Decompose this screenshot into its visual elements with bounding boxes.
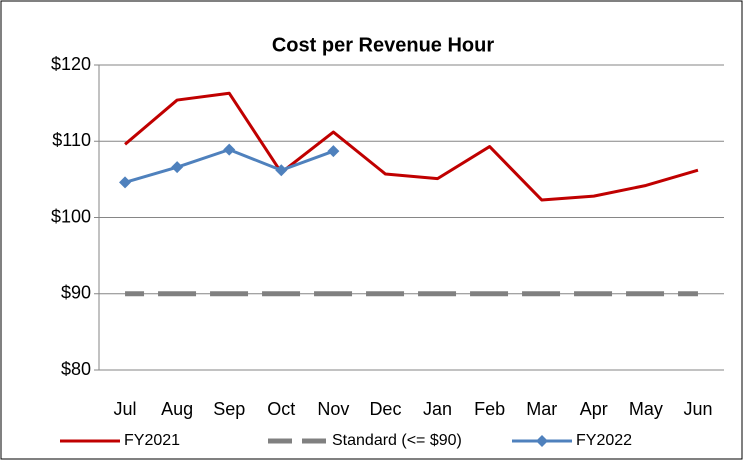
x-tick-label: Apr: [580, 399, 608, 419]
x-tick-label: Jun: [683, 399, 712, 419]
marker: [275, 164, 288, 177]
x-tick-label: Sep: [213, 399, 245, 419]
marker: [119, 176, 132, 189]
x-tick-label: Oct: [267, 399, 295, 419]
marker: [223, 143, 236, 156]
x-tick-label: May: [629, 399, 663, 419]
marker: [171, 161, 184, 174]
legend-label: Standard (<= $90): [332, 432, 462, 449]
y-tick-label: $120: [51, 54, 91, 74]
x-tick-label: Aug: [161, 399, 193, 419]
x-tick-label: Mar: [526, 399, 557, 419]
legend-label: FY2022: [576, 432, 632, 449]
chart-title: Cost per Revenue Hour: [272, 34, 494, 56]
y-tick-label: $110: [52, 130, 91, 150]
x-tick-label: Jul: [114, 399, 137, 419]
marker: [327, 145, 340, 158]
x-tick-label: Jan: [423, 399, 452, 419]
y-tick-label: $90: [61, 283, 91, 303]
series-line: [124, 91, 699, 202]
x-tick-label: Dec: [369, 399, 401, 419]
y-tick-label: $100: [51, 206, 91, 226]
x-tick-label: Feb: [474, 399, 505, 419]
legend-marker: [536, 435, 548, 447]
y-tick-label: $80: [61, 359, 91, 379]
legend-label: FY2021: [124, 432, 180, 449]
x-tick-label: Nov: [317, 399, 349, 419]
